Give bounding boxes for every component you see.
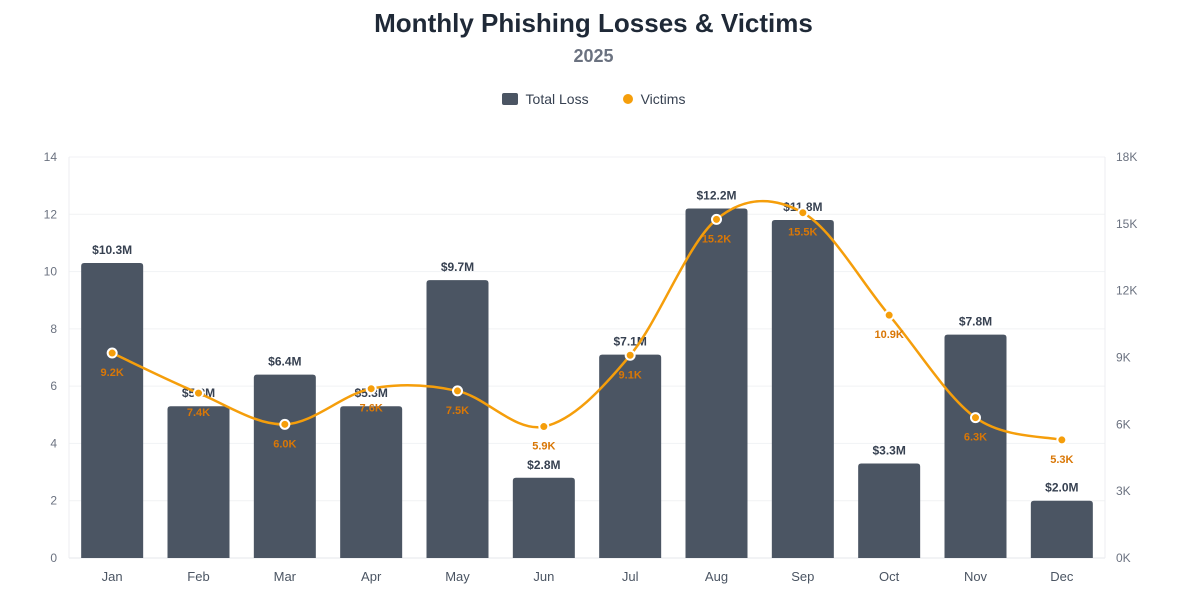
victims-point	[193, 387, 204, 399]
x-tick-label: May	[445, 569, 470, 584]
y-right-tick-label: 6K	[1116, 417, 1131, 431]
y-left-tick-label: 8	[50, 322, 57, 336]
x-tick-label: Jul	[622, 569, 639, 584]
bar-value-label: $2.0M	[1045, 481, 1078, 495]
bar	[167, 406, 230, 558]
y-left-tick-label: 14	[44, 150, 58, 164]
victims-point	[279, 418, 291, 430]
y-left-tick-label: 6	[50, 379, 57, 393]
bar	[1030, 500, 1093, 558]
x-tick-label: Aug	[705, 569, 728, 584]
bar-value-label: $12.2M	[696, 189, 736, 203]
bar	[944, 334, 1007, 558]
bar	[81, 262, 144, 558]
chart-title: Monthly Phishing Losses & Victims	[374, 8, 813, 38]
y-left-tick-label: 4	[50, 436, 57, 450]
y-left-tick-label: 10	[44, 265, 58, 279]
victims-value-label: 7.4K	[187, 407, 210, 419]
legend-swatch-dot	[622, 94, 633, 104]
victims-point	[452, 385, 463, 397]
bar	[685, 208, 748, 559]
y-left-tick-label: 0	[50, 551, 57, 565]
victims-point	[797, 207, 809, 219]
victims-value-label: 7.5K	[446, 405, 469, 417]
bar	[253, 374, 316, 558]
bar	[512, 477, 575, 558]
legend: Total Loss Victims	[0, 91, 1187, 107]
bar-value-label: $6.4M	[268, 355, 301, 369]
x-tick-label: Oct	[879, 569, 900, 584]
bar-value-label: $11.8M	[783, 200, 822, 214]
legend-label: Total Loss	[525, 91, 589, 107]
bar	[599, 354, 662, 558]
legend-label: Victims	[640, 91, 686, 107]
victims-value-label: 6.0K	[273, 438, 296, 450]
victims-point	[711, 213, 722, 225]
bar-value-label: $7.1M	[613, 335, 646, 349]
victims-point	[538, 421, 550, 433]
x-tick-label: Apr	[361, 569, 382, 584]
victims-point	[365, 383, 377, 395]
x-tick-label: Mar	[274, 569, 297, 584]
x-tick-label: Nov	[964, 569, 988, 584]
y-right-tick-label: 18K	[1116, 150, 1137, 164]
y-right-tick-label: 0K	[1116, 551, 1131, 565]
bar	[771, 220, 834, 558]
victims-value-label: 15.2K	[702, 233, 731, 245]
victims-point	[970, 412, 981, 424]
victims-point	[624, 349, 636, 361]
x-tick-label: Sep	[791, 569, 814, 584]
legend-swatch-bar	[501, 93, 518, 105]
victims-value-label: 10.9K	[874, 329, 903, 341]
victims-value-label: 5.9K	[532, 441, 555, 453]
bar-value-label: $7.8M	[959, 315, 992, 329]
y-left-tick-label: 12	[44, 207, 58, 221]
bar	[340, 406, 403, 558]
bar	[426, 280, 489, 558]
victims-value-label: 5.3K	[1050, 454, 1073, 466]
victims-point	[106, 347, 118, 359]
x-tick-label: Dec	[1050, 569, 1074, 584]
x-tick-label: Jan	[102, 569, 123, 584]
y-right-tick-label: 3K	[1116, 484, 1131, 498]
victims-value-label: 7.6K	[360, 403, 383, 415]
bar-value-label: $3.3M	[872, 443, 905, 457]
y-right-tick-label: 15K	[1116, 217, 1137, 231]
victims-value-label: 15.5K	[788, 227, 817, 239]
bar-value-label: $10.3M	[92, 243, 132, 257]
bar	[858, 463, 921, 558]
legend-item-total-loss[interactable]: Total Loss	[501, 91, 589, 107]
x-tick-label: Feb	[187, 569, 209, 584]
bar-value-label: $2.8M	[527, 458, 560, 472]
victims-value-label: 6.3K	[964, 432, 987, 444]
chart-subtitle: 2025	[573, 46, 614, 66]
victims-value-label: 9.2K	[101, 367, 124, 379]
bar-value-label: $9.7M	[441, 260, 474, 274]
y-right-tick-label: 12K	[1116, 284, 1137, 298]
legend-item-victims[interactable]: Victims	[622, 91, 686, 107]
y-right-tick-label: 9K	[1116, 351, 1131, 365]
victims-value-label: 9.1K	[619, 369, 642, 381]
victims-point	[1056, 434, 1068, 446]
x-tick-label: Jun	[533, 569, 554, 584]
y-left-tick-label: 2	[50, 494, 57, 508]
victims-point	[883, 309, 895, 321]
